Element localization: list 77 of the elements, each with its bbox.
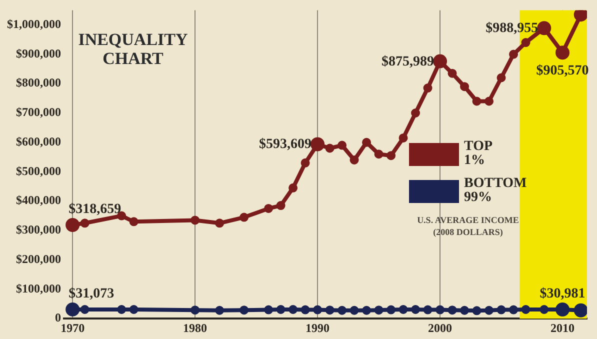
data-label: $31,073 bbox=[68, 286, 114, 302]
point bbox=[117, 304, 126, 314]
point bbox=[423, 305, 432, 314]
point bbox=[300, 305, 310, 314]
data-label: $875,989 bbox=[382, 54, 434, 70]
point bbox=[484, 306, 494, 315]
y-tick-label: $600,000 bbox=[16, 134, 61, 148]
x-tick-label: 2010 bbox=[550, 320, 575, 335]
data-label: $30,981 bbox=[540, 286, 586, 302]
y-tick-label: $200,000 bbox=[16, 252, 61, 266]
point bbox=[472, 306, 482, 316]
x-tick-label: 1970 bbox=[60, 320, 85, 335]
point bbox=[436, 305, 445, 314]
point bbox=[129, 217, 138, 226]
point bbox=[80, 304, 90, 314]
y-tick-label: $800,000 bbox=[16, 76, 61, 90]
point bbox=[540, 304, 549, 314]
point bbox=[215, 218, 224, 228]
point bbox=[374, 306, 384, 315]
point bbox=[325, 144, 334, 153]
point bbox=[472, 96, 482, 106]
point bbox=[240, 306, 249, 315]
point bbox=[386, 305, 396, 314]
point bbox=[362, 306, 372, 315]
y-tick-label: $400,000 bbox=[16, 193, 61, 208]
point bbox=[264, 305, 274, 314]
point bbox=[448, 68, 457, 78]
point bbox=[496, 73, 506, 82]
point bbox=[300, 158, 310, 168]
point bbox=[398, 304, 408, 314]
point bbox=[386, 151, 396, 160]
point bbox=[509, 305, 518, 314]
point bbox=[240, 212, 249, 222]
y-tick-label: $100,000 bbox=[16, 281, 61, 296]
point bbox=[264, 204, 274, 213]
x-tick-label: 1980 bbox=[183, 320, 208, 335]
point bbox=[190, 216, 200, 225]
point bbox=[288, 183, 298, 192]
point bbox=[215, 306, 224, 315]
point bbox=[276, 304, 286, 314]
y-tick-label: $500,000 bbox=[16, 164, 61, 178]
point bbox=[460, 82, 470, 92]
y-tick-label: 0 bbox=[55, 310, 61, 325]
point bbox=[411, 108, 420, 118]
point bbox=[276, 201, 286, 210]
point bbox=[448, 306, 457, 315]
text: INEQUALITY CHART bbox=[78, 30, 188, 68]
point bbox=[288, 304, 298, 314]
point bbox=[521, 38, 530, 48]
data-label: $593,609 bbox=[259, 137, 312, 152]
x-tick-label: 1990 bbox=[306, 320, 330, 335]
point bbox=[423, 84, 432, 93]
point bbox=[80, 218, 90, 228]
y-tick-label: $900,000 bbox=[16, 46, 61, 60]
point bbox=[129, 304, 138, 314]
point bbox=[350, 155, 359, 164]
data-label: $318,659 bbox=[68, 202, 122, 218]
point bbox=[496, 305, 506, 314]
point bbox=[411, 304, 420, 314]
point bbox=[460, 306, 470, 315]
point bbox=[398, 133, 408, 142]
point bbox=[509, 50, 518, 59]
point bbox=[521, 304, 530, 314]
point bbox=[338, 306, 347, 315]
point bbox=[374, 150, 384, 159]
point bbox=[313, 305, 322, 314]
point bbox=[484, 96, 494, 106]
y-tick-label: $1,000,000 bbox=[7, 16, 61, 31]
point bbox=[350, 306, 359, 315]
point bbox=[190, 306, 200, 315]
point bbox=[325, 306, 334, 315]
x-tick-label: 2000 bbox=[428, 320, 452, 335]
point bbox=[362, 138, 372, 147]
y-tick-label: $300,000 bbox=[16, 222, 61, 237]
point bbox=[338, 140, 347, 150]
y-tick-label: $700,000 bbox=[16, 105, 61, 120]
legend-label: TOP 1% bbox=[464, 139, 493, 168]
